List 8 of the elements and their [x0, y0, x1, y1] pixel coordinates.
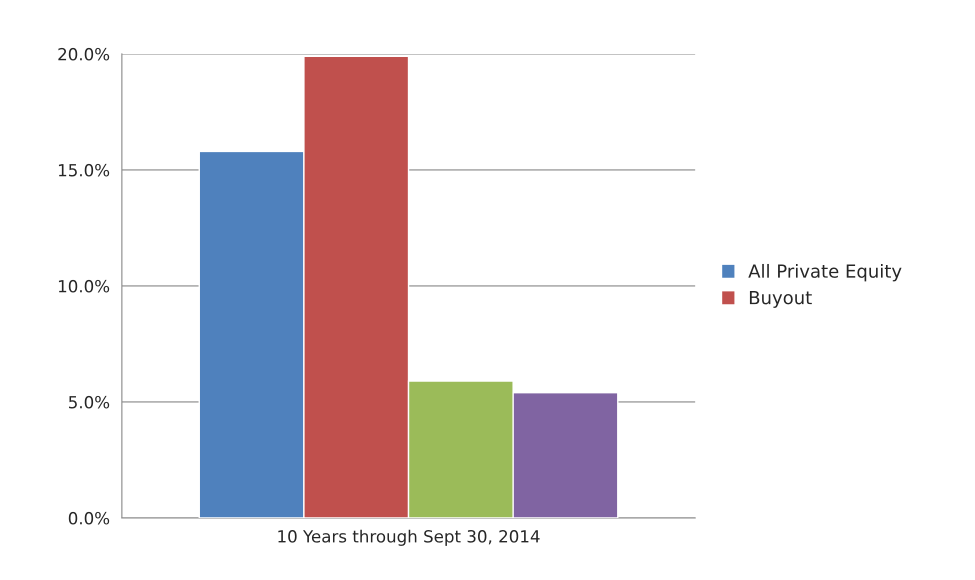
x-tick-label: 10 Years through Sept 30, 2014	[278, 530, 540, 546]
y-tick-label: 10.0%	[58, 280, 110, 293]
y-tick-label: 5.0%	[69, 396, 110, 409]
y-tick-label: 20.0%	[58, 48, 110, 61]
legend-label: Buyout	[750, 291, 812, 308]
y-tick-label: 15.0%	[58, 164, 110, 177]
legend-label: All Private Equity	[748, 264, 902, 282]
y-tick-label: 0.0%	[68, 512, 110, 525]
